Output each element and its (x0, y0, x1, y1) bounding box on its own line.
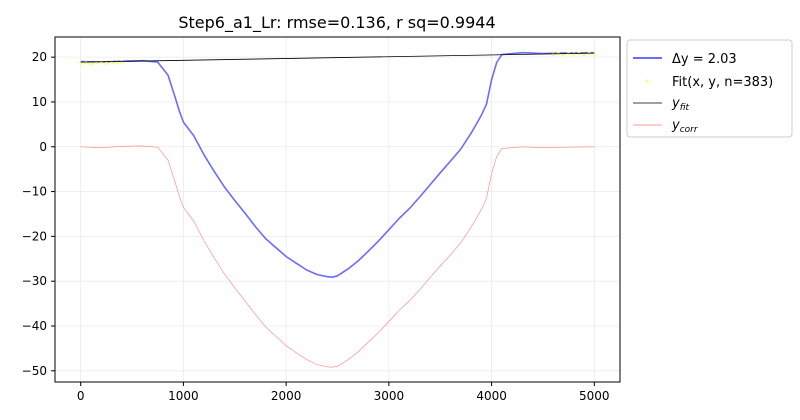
plot-area (79, 51, 596, 368)
y-tick-label: −10 (22, 185, 47, 199)
legend: Δy = 2.03 Fit(x, y, n=383) yfit ycorr (626, 39, 793, 138)
axes-frame (54, 36, 621, 383)
x-tick-label: 3000 (374, 389, 405, 403)
data-point (572, 52, 576, 56)
y-tick-label: −40 (22, 319, 47, 333)
data-point (115, 61, 119, 65)
legend-label-y-fit-main: y (671, 96, 680, 111)
series-line-y-2-03 (80, 51, 595, 279)
data-point (104, 61, 108, 66)
x-tick-label: 5000 (579, 389, 610, 403)
legend-label-delta-y: Δy = 2.03 (672, 52, 737, 67)
y-tick-label: −20 (22, 229, 47, 243)
x-tick-label: 2000 (271, 389, 302, 403)
x-tick-label: 1000 (168, 389, 199, 403)
legend-label-y-fit: yfit (671, 96, 690, 113)
grid-lines (55, 37, 620, 382)
legend-label-y-corr-sub: corr (680, 125, 699, 135)
data-point (561, 53, 566, 57)
x-tick-label: 4000 (476, 389, 507, 403)
legend-label-y-corr-main: y (671, 118, 680, 133)
x-tick-label: 0 (77, 389, 85, 403)
y-tick-label: 10 (32, 95, 47, 109)
legend-label-y-fit-sub: fit (680, 103, 690, 113)
legend-label-y-corr: ycorr (671, 118, 699, 135)
data-point (567, 51, 571, 55)
data-point (79, 61, 83, 66)
y-tick-label: 20 (32, 50, 47, 64)
data-point (551, 52, 555, 57)
data-point (84, 60, 88, 65)
y-tick-label: −30 (22, 274, 47, 288)
series-line-y-fit (80, 52, 595, 63)
y-tick-label: 0 (39, 140, 47, 154)
data-point (89, 62, 93, 66)
legend-swatch-fit (645, 79, 649, 83)
series-line-y-corr (80, 145, 595, 368)
legend-frame (626, 39, 793, 138)
y-tick-label: −50 (22, 364, 47, 378)
legend-label-fit: Fit(x, y, n=383) (672, 75, 773, 90)
x-axis: 0 1000 2000 3000 4000 5000 (77, 382, 610, 403)
chart-title: Step6_a1_Lr: rmse=0.136, r sq=0.9944 (178, 13, 495, 33)
y-axis: 20 10 0 −10 −20 −30 −40 −50 (22, 50, 55, 378)
